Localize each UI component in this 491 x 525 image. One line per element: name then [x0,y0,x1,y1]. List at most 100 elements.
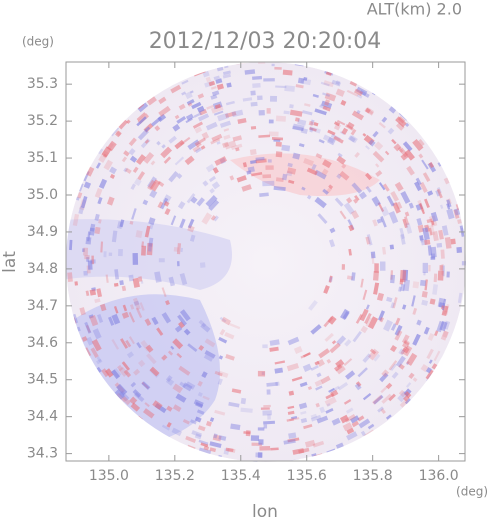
speckle [292,448,305,455]
speckle [94,188,103,199]
speckle [354,383,362,391]
speckle [369,348,377,355]
speckle [349,80,358,87]
speckle [204,350,216,359]
speckle [383,319,393,332]
speckle [165,300,170,306]
speckle [327,136,336,146]
speckle [129,396,138,405]
speckle [355,381,362,388]
speckle [402,340,410,349]
speckle [211,181,221,190]
speckle [334,363,343,372]
speckle [398,389,407,398]
speckle [250,126,257,130]
speckle [262,180,275,187]
speckle [147,176,158,189]
speckle [240,407,253,413]
speckle [228,322,241,330]
speckle [372,394,384,405]
speckle [428,359,433,364]
speckle [419,279,427,287]
speckle [111,369,121,380]
speckle [350,415,360,424]
speckle [135,230,143,239]
speckle [69,239,73,251]
speckle [240,397,247,405]
speckle [131,208,137,220]
speckle [331,417,341,426]
speckle [158,258,165,263]
speckle [89,227,96,236]
speckle [431,220,435,226]
speckle [419,235,424,243]
y-tick-label: 34.8 [27,261,58,277]
speckle [273,186,286,191]
speckle [142,152,155,164]
speckle [201,212,213,225]
speckle [446,271,450,278]
speckle [174,156,185,166]
speckle [386,195,395,207]
speckle [210,215,217,221]
speckle [263,424,268,429]
speckle [209,447,217,453]
blue-region [66,219,232,290]
speckle [350,210,360,220]
speckle [108,316,115,326]
speckle [147,242,153,252]
speckle [121,396,131,406]
speckle [123,369,132,378]
speckle [179,309,191,322]
speckle [217,378,223,385]
speckle [91,339,102,352]
speckle [111,339,120,350]
speckle [419,235,424,241]
speckle [89,223,96,232]
speckle [324,92,337,102]
speckle [136,112,146,121]
speckle [388,105,397,114]
x-tick-label: 136.0 [419,468,459,484]
speckle [335,364,346,375]
speckle [428,227,433,236]
speckle [391,138,397,145]
speckle [445,303,450,313]
y-tick-label: 34.7 [27,298,58,314]
speckle [427,224,436,236]
speckle [339,170,350,181]
speckle [259,192,269,197]
speckle [375,170,383,177]
speckle [119,219,125,228]
speckle [160,197,169,210]
x-tick-label: 135.6 [287,468,327,484]
speckle [367,423,375,430]
speckle [86,336,94,346]
speckle [424,239,431,246]
speckle [274,367,284,374]
speckle [140,339,151,352]
speckle [309,126,317,132]
speckle [431,363,438,370]
speckle [335,359,345,368]
speckle [295,84,304,89]
speckle [335,88,345,97]
speckle [441,225,449,236]
speckle [222,70,231,76]
speckle [142,199,149,206]
speckle [372,271,380,281]
speckle [306,194,312,200]
speckle [182,419,190,425]
speckle [200,442,209,448]
speckle [388,210,399,224]
speckle [397,146,404,153]
speckle [67,272,73,282]
speckle [114,269,120,280]
speckle [402,218,408,229]
speckle [292,152,301,160]
speckle [321,168,329,176]
speckle [241,184,252,192]
speckle [365,185,372,193]
speckle [187,225,195,233]
x-axis-label: lon [252,502,278,521]
